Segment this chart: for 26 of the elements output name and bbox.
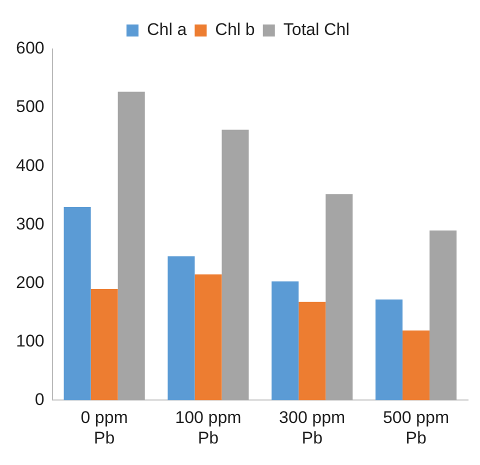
legend-label: Chl b <box>215 20 255 40</box>
x-tick-label: 100 ppm Pb <box>175 408 242 448</box>
bar <box>376 300 403 400</box>
legend-label: Total Chl <box>283 20 350 40</box>
y-tick-label: 200 <box>16 272 44 292</box>
bar <box>402 330 430 400</box>
bar <box>168 256 195 400</box>
y-tick-label: 300 <box>16 214 44 234</box>
bar <box>64 207 91 400</box>
x-tick-label: 0 ppm Pb <box>80 408 128 448</box>
y-tick-label: 100 <box>16 331 44 350</box>
bar <box>298 302 326 400</box>
bar <box>90 288 118 400</box>
legend-label: Chl a <box>146 20 188 40</box>
bar <box>222 130 249 400</box>
bar <box>194 274 222 400</box>
y-tick-label: 600 <box>16 38 44 58</box>
y-tick-label: 500 <box>16 97 44 116</box>
bar <box>326 194 353 400</box>
y-tick-label: 0 <box>34 390 44 409</box>
x-tick-label: 300 ppm Pb <box>279 408 346 448</box>
y-tick-label: 400 <box>16 156 44 175</box>
x-tick-label: 500 ppm Pb <box>382 408 450 448</box>
bar <box>272 281 299 400</box>
bar <box>430 230 457 400</box>
bar <box>118 92 145 400</box>
